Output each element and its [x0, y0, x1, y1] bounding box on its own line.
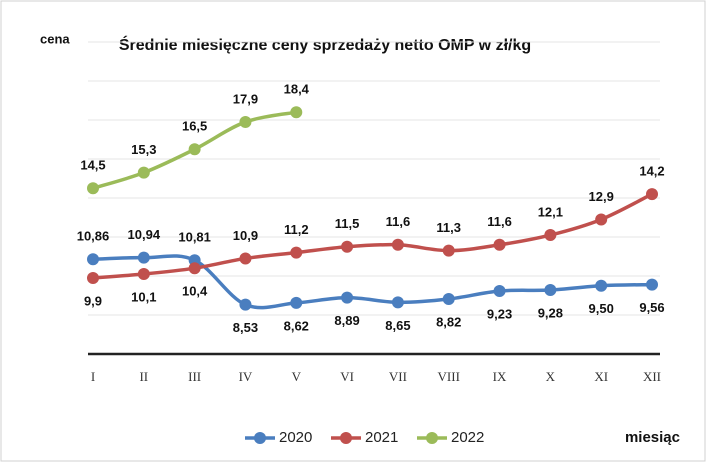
x-axis-label: miesiąc	[625, 429, 680, 446]
data-point	[87, 253, 99, 266]
data-point	[493, 285, 506, 298]
x-tick-label: VI	[340, 369, 354, 384]
x-tick-label: I	[91, 369, 95, 384]
data-point	[87, 182, 99, 195]
data-label: 12,1	[538, 204, 563, 219]
data-label: 10,9	[233, 228, 258, 243]
x-tick-label: XII	[643, 369, 661, 384]
chart-title: Średnie miesięczne ceny sprzedaży netto …	[119, 35, 531, 54]
legend-label: 2021	[365, 429, 398, 446]
data-point	[646, 278, 658, 291]
data-label: 8,82	[436, 314, 461, 329]
legend-marker	[340, 432, 352, 444]
x-tick-label: III	[188, 369, 201, 384]
data-point	[493, 238, 506, 251]
data-point	[137, 166, 150, 179]
data-label: 15,3	[131, 142, 156, 157]
data-point	[188, 262, 201, 275]
data-label: 14,2	[639, 164, 664, 179]
data-point	[646, 188, 658, 201]
x-tick-label: VIII	[438, 369, 460, 384]
data-label: 11,6	[487, 214, 512, 229]
data-label: 9,50	[589, 301, 614, 316]
data-point	[442, 293, 455, 306]
x-tick-label: VII	[389, 369, 407, 384]
data-point	[595, 279, 608, 292]
data-point	[442, 244, 455, 257]
data-point	[290, 106, 303, 119]
data-point	[341, 291, 354, 304]
x-tick-label: IX	[493, 369, 507, 384]
legend-marker	[254, 432, 266, 444]
legend-label: 2022	[451, 429, 484, 446]
data-point	[391, 238, 404, 251]
data-point	[544, 229, 557, 242]
data-point	[137, 268, 150, 281]
x-tick-label: X	[546, 369, 556, 384]
data-label: 9,56	[639, 300, 664, 315]
data-label: 10,94	[128, 227, 161, 242]
x-tick-label: II	[139, 369, 148, 384]
data-label: 8,62	[284, 318, 309, 333]
data-label: 11,6	[386, 214, 411, 229]
legend-label: 2020	[279, 429, 312, 446]
data-label: 8,89	[334, 313, 359, 328]
x-tick-label: V	[292, 369, 302, 384]
data-label: 8,65	[385, 318, 410, 333]
data-label: 14,5	[80, 158, 105, 173]
data-label: 18,4	[284, 82, 310, 97]
data-point	[239, 115, 252, 128]
x-tick-label: XI	[594, 369, 608, 384]
data-point	[239, 298, 252, 311]
x-tick-label: IV	[239, 369, 253, 384]
data-label: 10,1	[131, 289, 156, 304]
data-label: 11,3	[436, 220, 461, 235]
data-point	[341, 240, 354, 253]
data-label: 16,5	[182, 119, 207, 134]
data-point	[87, 271, 99, 284]
data-label: 8,53	[233, 320, 258, 335]
data-label: 12,9	[589, 189, 614, 204]
legend-marker	[426, 432, 438, 444]
data-label: 9,9	[84, 293, 102, 308]
data-label: 17,9	[233, 91, 258, 106]
data-point	[137, 251, 150, 264]
y-axis-label: cena	[40, 31, 70, 46]
data-point	[290, 246, 303, 259]
data-label: 9,28	[538, 305, 563, 320]
data-label: 11,2	[284, 222, 309, 237]
data-label: 10,86	[77, 229, 110, 244]
data-label: 10,4	[182, 284, 208, 299]
data-point	[239, 252, 252, 265]
data-point	[595, 213, 608, 226]
data-point	[290, 296, 303, 309]
data-label: 11,5	[335, 216, 360, 231]
data-label: 9,23	[487, 306, 512, 321]
data-label: 10,81	[178, 230, 211, 245]
data-point	[188, 143, 201, 156]
data-point	[544, 284, 557, 297]
data-point	[391, 296, 404, 309]
